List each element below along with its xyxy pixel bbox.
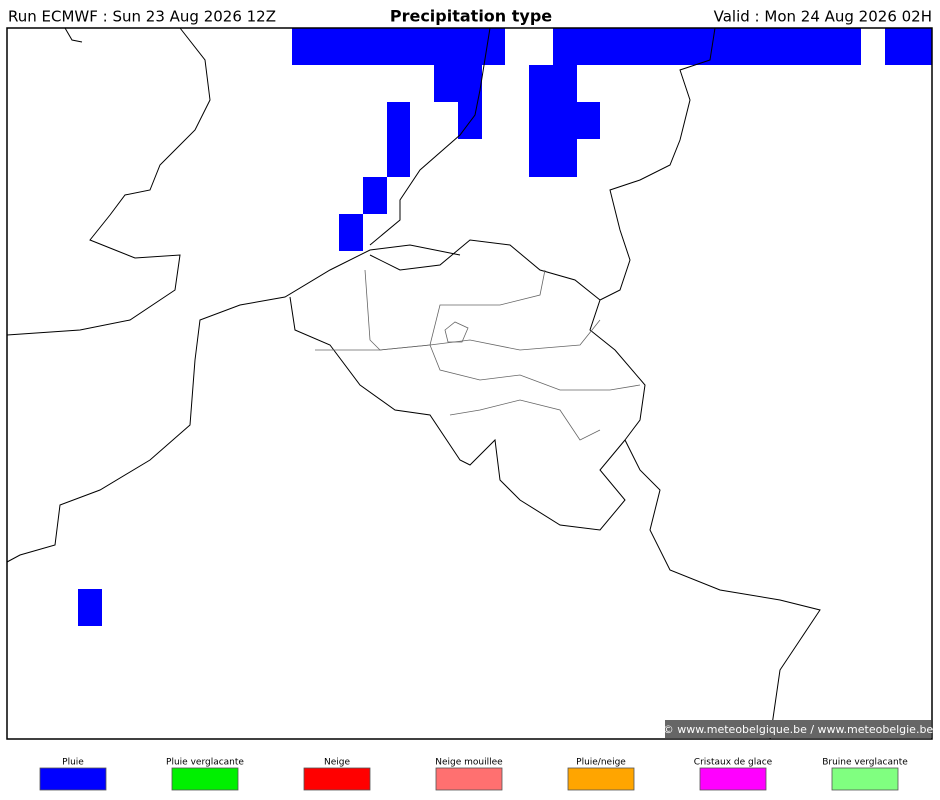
province-border	[364, 269, 546, 351]
coastline	[6, 244, 461, 563]
legend-label: Neige	[324, 758, 350, 768]
border	[289, 296, 626, 531]
legend-swatch	[303, 767, 371, 791]
coastline	[369, 27, 491, 246]
province-border	[315, 319, 601, 351]
legend-swatch	[435, 767, 503, 791]
precipitation-cells	[78, 28, 932, 626]
legend-label: Pluie	[62, 758, 84, 768]
legend: Pluie Pluie verglacante Neige Neige mouille…	[39, 758, 908, 791]
coastlines	[6, 27, 821, 740]
cell	[339, 214, 363, 251]
cell	[577, 102, 600, 139]
border	[369, 239, 601, 301]
cell	[387, 102, 410, 177]
credit: © www.meteobelgique.be / www.meteobelgie…	[663, 723, 934, 736]
cell	[78, 589, 102, 626]
valid-label: Valid : Mon 24 Aug 2026 02H	[714, 8, 932, 26]
legend-label: Neige mouillee	[435, 758, 503, 768]
map-title: Precipitation type	[390, 7, 552, 26]
legend-swatch	[699, 767, 767, 791]
cell	[885, 28, 932, 65]
legend-label: Pluie verglacante	[166, 758, 244, 768]
legend-swatch	[567, 767, 635, 791]
coastline	[6, 27, 211, 336]
legend-label: Cristaux de glace	[694, 758, 773, 768]
credit-box	[665, 720, 931, 738]
legend-label: Bruine verglacante	[822, 758, 908, 768]
cell	[363, 177, 387, 214]
legend-swatch	[171, 767, 239, 791]
province-border	[444, 321, 469, 343]
legend-swatch	[831, 767, 899, 791]
map-frame	[6, 27, 933, 740]
cell	[292, 28, 505, 65]
legend-label: Pluie/neige	[576, 758, 626, 768]
cell	[529, 65, 577, 177]
cell	[553, 28, 861, 65]
provinces	[315, 269, 641, 441]
province-border	[449, 399, 601, 441]
province-border	[429, 344, 641, 391]
legend-swatch	[39, 767, 107, 791]
border	[589, 27, 821, 740]
cell	[434, 65, 482, 102]
run-label: Run ECMWF : Sun 23 Aug 2026 12Z	[8, 8, 276, 26]
coastline	[64, 27, 83, 43]
